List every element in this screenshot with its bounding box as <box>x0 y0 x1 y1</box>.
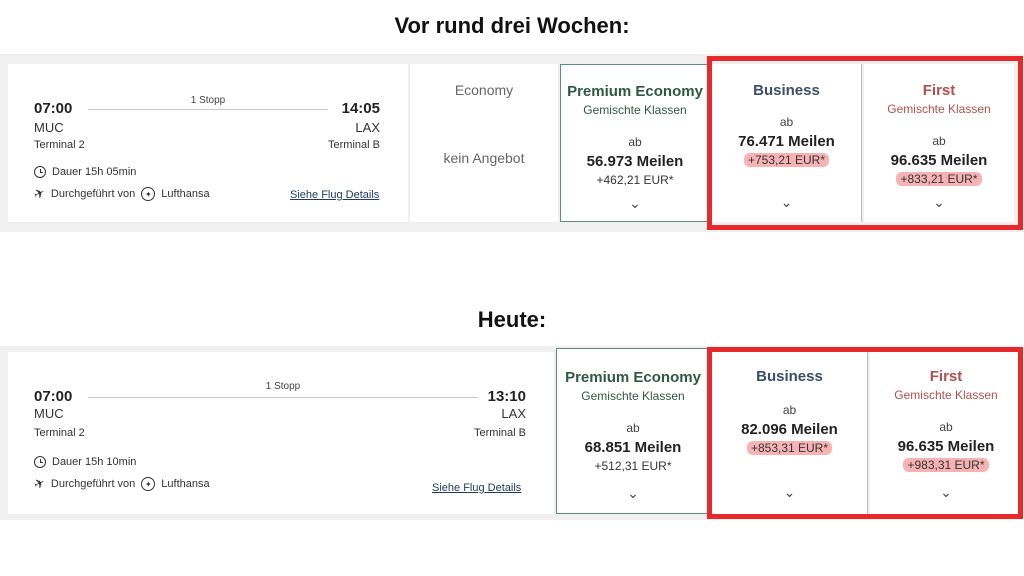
premium-economy-title: Premium Economy <box>567 83 703 100</box>
route-line <box>88 109 328 110</box>
lufthansa-crane-icon: ✦ <box>141 477 156 491</box>
departure-airport: MUC <box>34 406 64 421</box>
operated-by-text: Durchgeführt von <box>50 188 136 200</box>
business-column[interactable]: Business ab 76.471 Meilen +753,21 EUR* ⌄ <box>712 64 862 222</box>
miles-value: 68.851 Meilen <box>584 439 682 456</box>
miles-value: 76.471 Meilen <box>738 133 835 150</box>
economy-column: Economy kein Angebot <box>410 64 558 222</box>
flight-details-link[interactable]: Siehe Flug Details <box>290 189 380 201</box>
arrival-airport: LAX <box>501 406 526 421</box>
duration-text: Dauer 15h 10min <box>52 456 137 468</box>
airline-text: Lufthansa <box>161 478 210 490</box>
first-title: First <box>929 368 963 385</box>
first-column[interactable]: First Gemischte Klassen ab 96.635 Meilen… <box>870 348 1022 514</box>
heading-today: Heute: <box>477 307 547 332</box>
flight-card: 07:00 1 Stopp 13:10 MUC LAX Terminal 2 T… <box>8 352 554 514</box>
price-prefix: ab <box>782 403 797 417</box>
departure-terminal: Terminal 2 <box>34 427 85 439</box>
price-prefix: ab <box>628 135 642 149</box>
first-title: First <box>922 82 956 99</box>
plane-icon: ✈ <box>31 184 48 203</box>
surcharge-value: +983,31 EUR* <box>903 458 989 472</box>
departure-time: 07:00 <box>34 388 73 405</box>
miles-value: 82.096 Meilen <box>741 421 838 438</box>
premium-economy-subtitle: Gemischte Klassen <box>583 103 687 117</box>
chevron-down-icon[interactable]: ⌄ <box>627 485 639 501</box>
business-title: Business <box>753 82 820 99</box>
economy-title: Economy <box>454 82 514 98</box>
results-before: 07:00 1 Stopp 14:05 MUC LAX Terminal 2 T… <box>0 54 1024 232</box>
economy-status: kein Angebot <box>443 150 525 166</box>
operated-by-text: Durchgeführt von <box>50 478 136 490</box>
surcharge-value: +833,21 EUR* <box>896 172 982 186</box>
highlight-box <box>707 56 1023 230</box>
operated-row: ✈ Durchgeführt von ✦ Lufthansa <box>31 184 210 203</box>
chevron-down-icon[interactable]: ⌄ <box>783 484 796 500</box>
price-prefix: ab <box>779 115 794 129</box>
chevron-down-icon[interactable]: ⌄ <box>629 195 641 211</box>
business-title: Business <box>756 368 823 385</box>
chevron-down-icon[interactable]: ⌄ <box>780 194 793 210</box>
chevron-down-icon[interactable]: ⌄ <box>933 194 945 210</box>
plane-icon: ✈ <box>31 474 48 493</box>
surcharge-value: +512,31 EUR* <box>594 459 672 473</box>
airline-text: Lufthansa <box>161 188 210 200</box>
price-prefix: ab <box>932 134 946 148</box>
arrival-terminal: Terminal B <box>328 139 380 151</box>
arrival-airport: LAX <box>355 120 380 135</box>
first-subtitle: Gemischte Klassen <box>887 102 991 116</box>
surcharge-value: +753,21 EUR* <box>743 153 830 167</box>
duration-row: Dauer 15h 05min <box>34 166 136 178</box>
premium-economy-title: Premium Economy <box>565 369 701 386</box>
results-today: 07:00 1 Stopp 13:10 MUC LAX Terminal 2 T… <box>0 346 1024 520</box>
miles-value: 56.973 Meilen <box>586 153 684 170</box>
surcharge-value: +462,21 EUR* <box>596 173 674 187</box>
premium-economy-subtitle: Gemischte Klassen <box>581 389 685 403</box>
chevron-down-icon[interactable]: ⌄ <box>940 484 952 500</box>
premium-economy-column[interactable]: Premium Economy Gemischte Klassen ab 56.… <box>560 64 710 222</box>
clock-icon <box>34 456 46 468</box>
highlight-box <box>707 347 1023 519</box>
duration-text: Dauer 15h 05min <box>52 166 137 178</box>
stops-label: 1 Stopp <box>265 381 301 392</box>
departure-time: 07:00 <box>34 100 73 117</box>
duration-row: Dauer 15h 10min <box>34 456 136 468</box>
price-prefix: ab <box>939 420 953 434</box>
heading-before: Vor rund drei Wochen: <box>394 13 630 38</box>
premium-economy-column[interactable]: Premium Economy Gemischte Klassen ab 68.… <box>556 348 710 514</box>
departure-terminal: Terminal 2 <box>34 139 85 151</box>
route-line <box>88 397 478 398</box>
business-column[interactable]: Business ab 82.096 Meilen +853,31 EUR* ⌄ <box>712 348 868 514</box>
first-column[interactable]: First Gemischte Klassen ab 96.635 Meilen… <box>864 64 1014 222</box>
flight-card: 07:00 1 Stopp 14:05 MUC LAX Terminal 2 T… <box>8 64 408 222</box>
lufthansa-crane-icon: ✦ <box>141 187 156 201</box>
clock-icon <box>34 166 46 178</box>
flight-details-link[interactable]: Siehe Flug Details <box>432 482 522 494</box>
arrival-time: 13:10 <box>487 388 526 405</box>
arrival-time: 14:05 <box>341 100 380 117</box>
miles-value: 96.635 Meilen <box>890 152 988 169</box>
operated-row: ✈ Durchgeführt von ✦ Lufthansa <box>31 474 210 493</box>
arrival-terminal: Terminal B <box>474 427 526 439</box>
stops-label: 1 Stopp <box>190 95 226 106</box>
departure-airport: MUC <box>34 120 64 135</box>
miles-value: 96.635 Meilen <box>897 438 995 455</box>
surcharge-value: +853,31 EUR* <box>746 441 833 455</box>
first-subtitle: Gemischte Klassen <box>894 388 998 402</box>
price-prefix: ab <box>626 421 640 435</box>
